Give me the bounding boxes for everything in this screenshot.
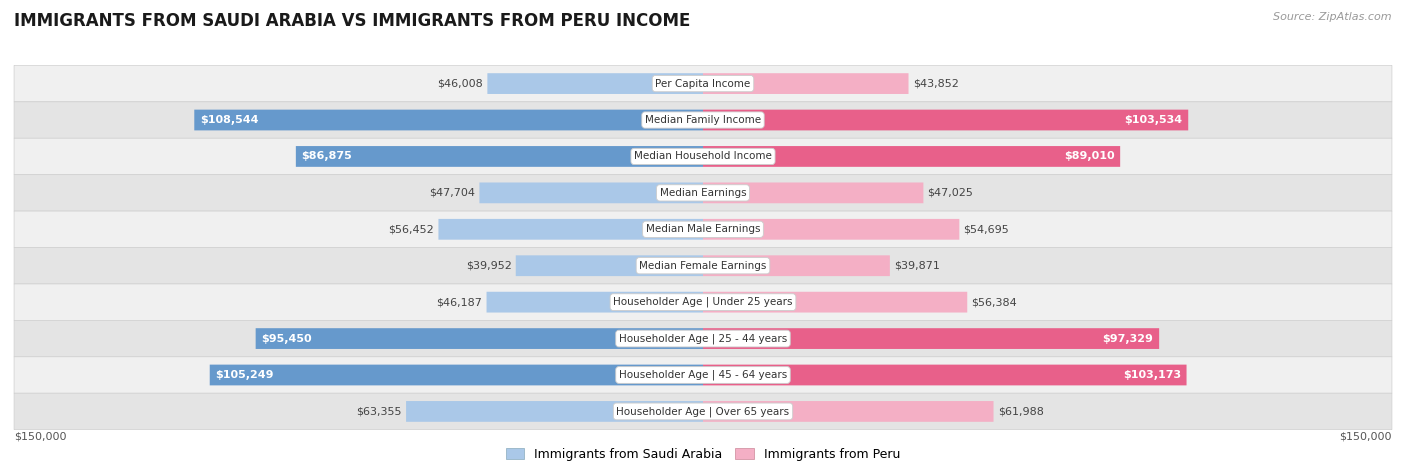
Text: $86,875: $86,875 — [301, 151, 353, 162]
FancyBboxPatch shape — [516, 255, 703, 276]
FancyBboxPatch shape — [703, 328, 1159, 349]
Text: $46,008: $46,008 — [437, 78, 484, 89]
FancyBboxPatch shape — [703, 110, 1188, 130]
FancyBboxPatch shape — [14, 284, 1392, 320]
Text: Median Earnings: Median Earnings — [659, 188, 747, 198]
FancyBboxPatch shape — [703, 401, 994, 422]
FancyBboxPatch shape — [256, 328, 703, 349]
Text: Median Male Earnings: Median Male Earnings — [645, 224, 761, 234]
FancyBboxPatch shape — [209, 365, 703, 385]
Text: Householder Age | 45 - 64 years: Householder Age | 45 - 64 years — [619, 370, 787, 380]
Text: $43,852: $43,852 — [912, 78, 959, 89]
Text: $46,187: $46,187 — [436, 297, 482, 307]
FancyBboxPatch shape — [439, 219, 703, 240]
Text: Median Household Income: Median Household Income — [634, 151, 772, 162]
Text: Per Capita Income: Per Capita Income — [655, 78, 751, 89]
Legend: Immigrants from Saudi Arabia, Immigrants from Peru: Immigrants from Saudi Arabia, Immigrants… — [506, 448, 900, 461]
Text: $61,988: $61,988 — [998, 406, 1043, 417]
Text: $97,329: $97,329 — [1102, 333, 1153, 344]
FancyBboxPatch shape — [14, 248, 1392, 284]
FancyBboxPatch shape — [703, 219, 959, 240]
FancyBboxPatch shape — [14, 211, 1392, 248]
FancyBboxPatch shape — [479, 183, 703, 203]
FancyBboxPatch shape — [406, 401, 703, 422]
FancyBboxPatch shape — [194, 110, 703, 130]
Text: $150,000: $150,000 — [1340, 432, 1392, 441]
Text: $56,452: $56,452 — [388, 224, 434, 234]
Text: IMMIGRANTS FROM SAUDI ARABIA VS IMMIGRANTS FROM PERU INCOME: IMMIGRANTS FROM SAUDI ARABIA VS IMMIGRAN… — [14, 12, 690, 30]
Text: $39,952: $39,952 — [465, 261, 512, 271]
FancyBboxPatch shape — [14, 102, 1392, 138]
Text: $105,249: $105,249 — [215, 370, 274, 380]
FancyBboxPatch shape — [14, 65, 1392, 102]
FancyBboxPatch shape — [703, 255, 890, 276]
FancyBboxPatch shape — [14, 175, 1392, 211]
FancyBboxPatch shape — [703, 183, 924, 203]
Text: Householder Age | Under 25 years: Householder Age | Under 25 years — [613, 297, 793, 307]
Text: $103,173: $103,173 — [1123, 370, 1181, 380]
Text: Source: ZipAtlas.com: Source: ZipAtlas.com — [1274, 12, 1392, 21]
FancyBboxPatch shape — [295, 146, 703, 167]
Text: $150,000: $150,000 — [14, 432, 66, 441]
FancyBboxPatch shape — [14, 357, 1392, 393]
Text: Median Family Income: Median Family Income — [645, 115, 761, 125]
Text: $47,025: $47,025 — [928, 188, 973, 198]
FancyBboxPatch shape — [14, 393, 1392, 430]
FancyBboxPatch shape — [488, 73, 703, 94]
Text: Householder Age | Over 65 years: Householder Age | Over 65 years — [616, 406, 790, 417]
Text: $103,534: $103,534 — [1125, 115, 1182, 125]
FancyBboxPatch shape — [14, 138, 1392, 175]
FancyBboxPatch shape — [703, 146, 1121, 167]
Text: Householder Age | 25 - 44 years: Householder Age | 25 - 44 years — [619, 333, 787, 344]
Text: $39,871: $39,871 — [894, 261, 941, 271]
Text: $56,384: $56,384 — [972, 297, 1017, 307]
Text: $63,355: $63,355 — [356, 406, 402, 417]
Text: $95,450: $95,450 — [262, 333, 312, 344]
Text: Median Female Earnings: Median Female Earnings — [640, 261, 766, 271]
Text: $108,544: $108,544 — [200, 115, 259, 125]
Text: $47,704: $47,704 — [429, 188, 475, 198]
FancyBboxPatch shape — [486, 292, 703, 312]
FancyBboxPatch shape — [703, 365, 1187, 385]
FancyBboxPatch shape — [14, 320, 1392, 357]
Text: $89,010: $89,010 — [1064, 151, 1115, 162]
Text: $54,695: $54,695 — [963, 224, 1010, 234]
FancyBboxPatch shape — [703, 73, 908, 94]
FancyBboxPatch shape — [703, 292, 967, 312]
